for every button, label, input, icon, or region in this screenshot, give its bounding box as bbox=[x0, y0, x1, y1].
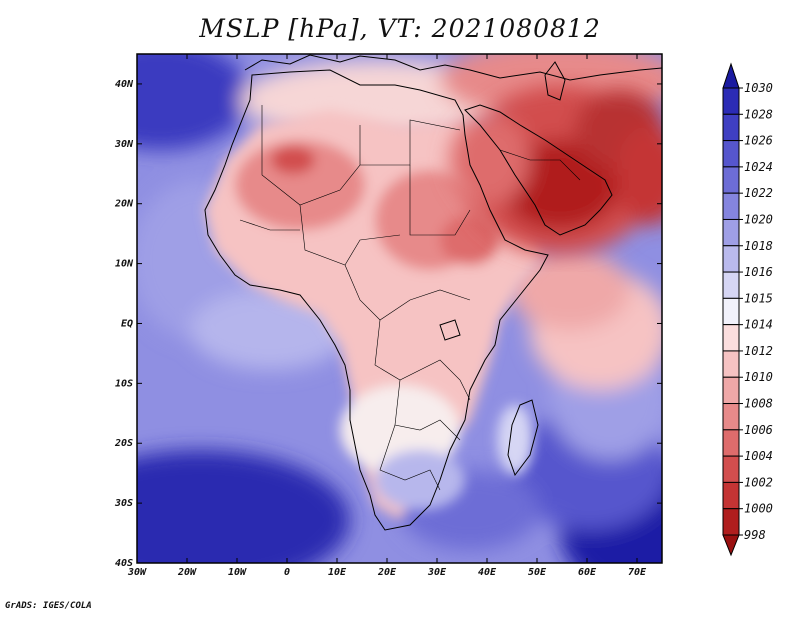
colorbar-label: 1012 bbox=[744, 344, 773, 358]
colorbar-label: 1022 bbox=[744, 186, 773, 200]
colorbar-segment bbox=[722, 455, 740, 483]
colorbar-segment bbox=[722, 271, 740, 299]
europe-coast bbox=[244, 54, 662, 81]
lat-tick-label: 10S bbox=[115, 378, 133, 389]
kalahari-blue bbox=[375, 450, 465, 510]
colorbar-label: 1004 bbox=[744, 449, 773, 463]
lat-tick-label: 10N bbox=[115, 259, 134, 270]
madagascar-light bbox=[497, 405, 533, 475]
colorbar-label: 1016 bbox=[744, 265, 773, 279]
colorbar-segment bbox=[722, 245, 740, 273]
colorbar: 1030 1028 1026 1024 1022 1020 1018 1016 1015 1014… bbox=[722, 62, 773, 557]
colorbar-label: 1020 bbox=[744, 212, 773, 226]
border-f bbox=[374, 319, 471, 401]
footer-credit: GrADS: IGES/COLA bbox=[5, 601, 92, 611]
caspian-coast bbox=[544, 61, 566, 101]
border-b bbox=[360, 119, 461, 166]
lat-tick-label: 40S bbox=[115, 558, 133, 569]
lon-tick-label: 70E bbox=[628, 567, 647, 578]
coastlines bbox=[204, 54, 662, 531]
longitude-labels: 30W 20W 10W 0 10E 20E 30E 40E 50E 60E 70E bbox=[127, 567, 647, 578]
arabia-north bbox=[450, 115, 530, 205]
sahara-core bbox=[271, 146, 315, 174]
atlantic-high-north bbox=[137, 54, 250, 150]
lake-victoria bbox=[439, 319, 461, 341]
colorbar-label: 1015 bbox=[744, 291, 773, 305]
lon-tick-label: 50E bbox=[528, 567, 547, 578]
colorbar-segment bbox=[722, 192, 740, 220]
colorbar-label: 1010 bbox=[744, 370, 773, 384]
border-e bbox=[344, 264, 471, 321]
border-g bbox=[394, 379, 461, 441]
colorbar-segment bbox=[722, 166, 740, 194]
colorbar-segment bbox=[722, 218, 740, 247]
arabia-coastline bbox=[464, 104, 613, 236]
lon-tick-label: 20W bbox=[177, 567, 197, 578]
lat-tick-label: 30S bbox=[114, 498, 133, 509]
colorbar-segment bbox=[722, 297, 740, 326]
persian-gulf-core bbox=[500, 140, 620, 230]
colorbar-top-arrow bbox=[722, 62, 740, 89]
colorbar-label: 1024 bbox=[744, 160, 773, 174]
colorbar-label: 1002 bbox=[744, 475, 773, 489]
colorbar-segment bbox=[722, 481, 740, 510]
lon-tick-label: 20E bbox=[377, 567, 397, 578]
colorbar-segment bbox=[722, 508, 740, 536]
lat-tick-label: 40N bbox=[115, 79, 134, 90]
colorbar-segment bbox=[722, 350, 740, 378]
border-j bbox=[499, 149, 581, 181]
madagascar-coastline bbox=[507, 399, 539, 477]
axis-ticks bbox=[136, 54, 662, 564]
border-i bbox=[239, 219, 300, 231]
africa-coastline bbox=[204, 69, 549, 531]
colorbar-label: 1014 bbox=[744, 318, 773, 332]
lon-tick-label: 30E bbox=[427, 567, 447, 578]
colorbar-segment bbox=[722, 324, 740, 352]
lon-tick-label: 60E bbox=[578, 567, 597, 578]
colorbar-label: 1018 bbox=[744, 239, 773, 253]
lon-tick-label: 10W bbox=[228, 567, 247, 578]
border-h bbox=[379, 424, 441, 491]
ethiopia-low bbox=[440, 215, 500, 265]
country-borders bbox=[239, 105, 581, 491]
colorbar-label: 998 bbox=[744, 528, 766, 542]
border-a bbox=[261, 105, 361, 206]
colorbar-label: 1030 bbox=[744, 81, 773, 95]
lat-tick-label: 30N bbox=[114, 139, 134, 150]
colorbar-segment bbox=[722, 113, 740, 142]
colorbar-segment bbox=[722, 140, 740, 168]
colorbar-label: 1026 bbox=[744, 134, 773, 148]
lon-tick-label: 40E bbox=[478, 567, 497, 578]
colorbar-bottom-arrow bbox=[722, 534, 740, 557]
colorbar-segment bbox=[722, 87, 740, 115]
border-c bbox=[409, 165, 471, 236]
plot-area bbox=[137, 54, 662, 563]
atlantic-high-south bbox=[137, 450, 350, 563]
colorbar-segment bbox=[722, 376, 740, 405]
latitude-labels: 40S 30S 20S 10S EQ 10N 20N 30N 40N bbox=[114, 79, 134, 569]
colorbar-segment bbox=[722, 429, 740, 457]
lon-tick-label: 0 bbox=[284, 567, 290, 578]
central-africa bbox=[350, 285, 470, 375]
plot-frame bbox=[136, 53, 663, 564]
colorbar-segment bbox=[722, 403, 740, 431]
pakistan-low bbox=[615, 125, 662, 225]
lon-tick-label: 30W bbox=[127, 567, 147, 578]
lon-tick-label: 10E bbox=[328, 567, 347, 578]
colorbar-label: 1000 bbox=[744, 502, 773, 516]
sahara-low bbox=[235, 140, 365, 230]
lat-tick-label: 20S bbox=[114, 438, 133, 449]
colorbar-label: 1008 bbox=[744, 397, 773, 411]
colorbar-label: 1006 bbox=[744, 423, 773, 437]
lat-tick-label: EQ bbox=[121, 318, 133, 329]
map-title: MSLP [hPa], VT: 2021080812 bbox=[199, 14, 601, 43]
lat-tick-label: 20N bbox=[114, 199, 134, 210]
colorbar-label: 1028 bbox=[744, 107, 773, 121]
